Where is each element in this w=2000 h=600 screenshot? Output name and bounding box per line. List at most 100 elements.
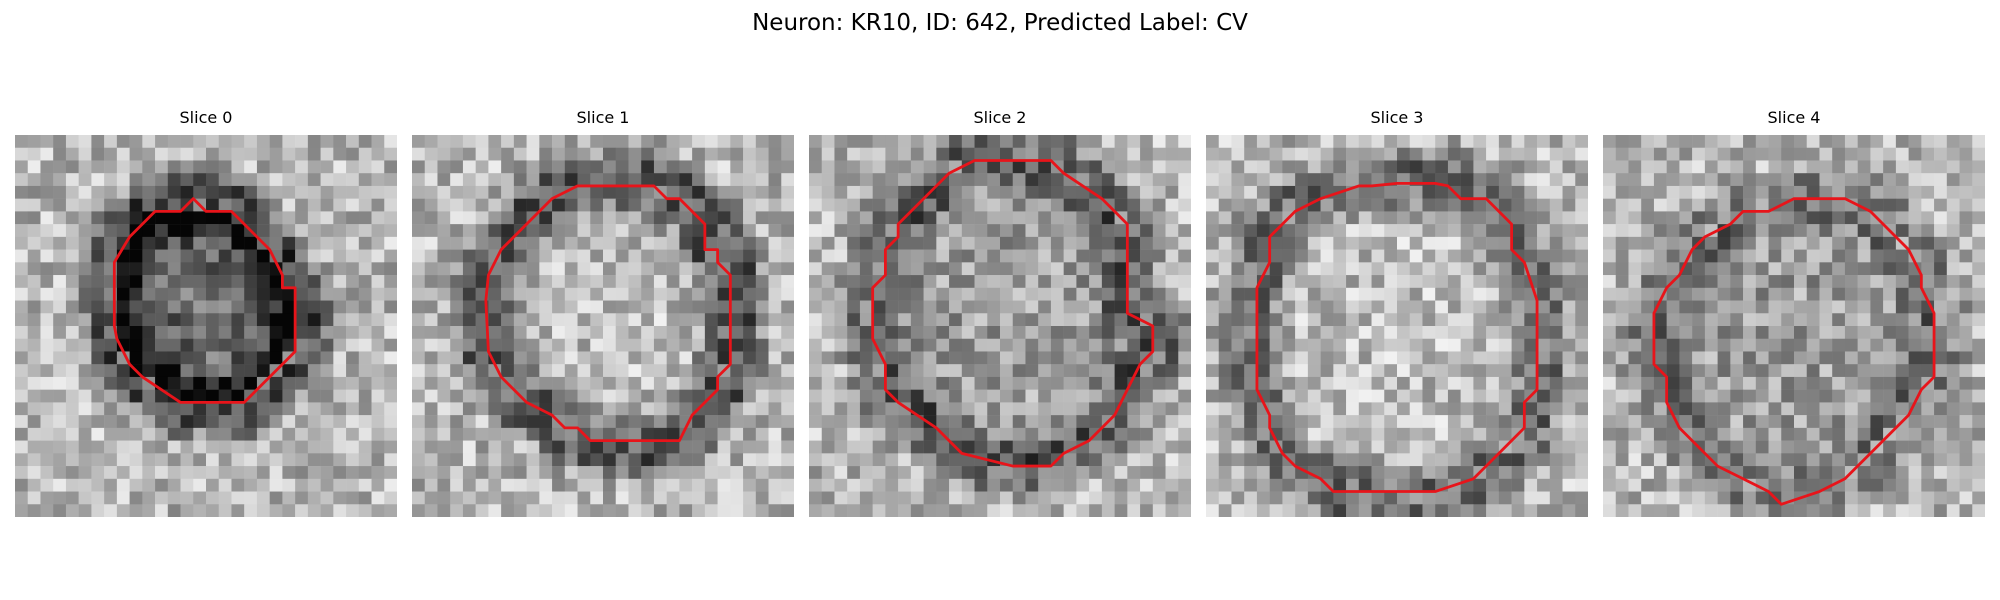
pixel — [615, 389, 629, 403]
pixel — [155, 338, 169, 352]
pixel — [78, 351, 92, 365]
pixel — [1615, 135, 1629, 148]
pixel — [513, 211, 527, 225]
pixel — [1641, 338, 1655, 352]
pixel — [781, 198, 794, 212]
pixel — [1422, 326, 1436, 339]
pixel — [872, 491, 886, 505]
pixel — [1781, 376, 1795, 390]
pixel — [1895, 211, 1909, 225]
pixel — [1460, 135, 1474, 148]
pixel — [27, 338, 41, 352]
pixel — [1063, 351, 1077, 365]
pixel — [1371, 160, 1385, 174]
pixel — [1218, 478, 1232, 492]
pixel — [987, 466, 1001, 480]
pixel — [987, 478, 1001, 492]
pixel — [384, 427, 397, 441]
pixel — [27, 427, 41, 441]
pixel — [40, 300, 54, 314]
pixel — [1244, 147, 1258, 161]
pixel — [1460, 160, 1474, 174]
pixel — [628, 440, 642, 454]
pixel — [1231, 466, 1245, 480]
pixel — [679, 478, 693, 492]
pixel — [1511, 389, 1525, 403]
pixel — [781, 376, 794, 390]
pixel — [371, 211, 385, 225]
pixel — [885, 402, 899, 416]
pixel — [40, 326, 54, 339]
pixel — [577, 236, 591, 250]
pixel — [501, 173, 515, 187]
pixel — [320, 173, 334, 187]
pixel — [1704, 262, 1718, 276]
pixel — [1152, 440, 1166, 454]
pixel — [615, 364, 629, 378]
pixel — [501, 402, 515, 416]
pixel — [1371, 326, 1385, 339]
pixel — [590, 364, 604, 378]
pixel — [206, 427, 219, 441]
pixel — [1603, 478, 1616, 492]
pixel — [1755, 351, 1769, 365]
pixel — [1127, 478, 1141, 492]
pixel — [847, 389, 861, 403]
pixel — [666, 466, 680, 480]
pixel — [1422, 415, 1436, 429]
pixel — [1628, 224, 1642, 238]
pixel — [872, 313, 886, 327]
pixel — [475, 415, 489, 429]
pixel — [1178, 427, 1191, 441]
pixel — [615, 466, 629, 480]
pixel — [679, 440, 693, 454]
pixel — [641, 147, 655, 161]
pixel — [1178, 173, 1191, 187]
pixel — [307, 453, 321, 467]
pixel — [1498, 491, 1512, 505]
pixel — [206, 147, 219, 161]
pixel — [40, 211, 54, 225]
pixel — [1794, 275, 1807, 289]
pixel — [193, 427, 207, 441]
pixel — [1012, 185, 1026, 199]
pixel — [218, 173, 232, 187]
pixel — [847, 236, 861, 250]
pixel — [987, 160, 1001, 174]
pixel — [1781, 427, 1795, 441]
pixel — [1346, 313, 1360, 327]
pixel — [218, 300, 232, 314]
pixel — [628, 504, 642, 517]
pixel — [1755, 491, 1769, 505]
pixel — [1333, 402, 1347, 416]
pixel — [1562, 415, 1576, 429]
pixel — [1101, 389, 1115, 403]
pixel — [450, 236, 464, 250]
pixel — [1165, 275, 1179, 289]
pixel — [743, 427, 757, 441]
pixel — [1114, 236, 1128, 250]
pixel — [1883, 338, 1897, 352]
pixel — [898, 338, 912, 352]
pixel — [1256, 185, 1270, 199]
pixel — [1959, 351, 1973, 365]
pixel — [1679, 491, 1693, 505]
pixel — [1038, 160, 1052, 174]
pixel — [552, 275, 566, 289]
pixel — [1000, 402, 1013, 416]
pixel — [1524, 466, 1538, 480]
pixel — [1435, 376, 1449, 390]
pixel — [1000, 313, 1013, 327]
pixel — [1972, 313, 1985, 327]
pixel — [65, 287, 79, 301]
pixel — [295, 236, 309, 250]
pixel — [704, 466, 718, 480]
pixel — [910, 478, 924, 492]
pixel — [40, 160, 54, 174]
pixel — [730, 402, 744, 416]
pixel — [1152, 198, 1166, 212]
pixel — [923, 287, 937, 301]
pixel — [539, 211, 553, 225]
pixel — [1575, 402, 1588, 416]
pixel — [564, 415, 578, 429]
